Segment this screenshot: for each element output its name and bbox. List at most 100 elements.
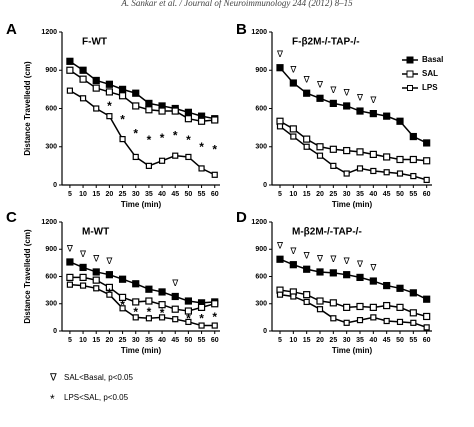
- sig-symbol: *: [199, 140, 204, 154]
- data-point: [172, 152, 179, 159]
- data-point: [79, 273, 87, 282]
- x-tick-label: 35: [145, 191, 153, 198]
- sig-symbol: ∇: [303, 251, 311, 261]
- data-point: [369, 303, 377, 311]
- data-point: [356, 317, 364, 324]
- data-point: [409, 155, 417, 164]
- series-line: [69, 60, 215, 120]
- sig-symbol: ∇: [289, 246, 297, 256]
- sig-symbol: *: [107, 286, 112, 300]
- data-point: [343, 170, 350, 177]
- data-point: [158, 157, 166, 164]
- panel-letter: B: [236, 21, 247, 38]
- sig-symbol: ∇: [303, 75, 311, 85]
- data-point: [329, 299, 337, 307]
- x-tick-label: 50: [396, 337, 404, 344]
- data-point: [356, 273, 364, 282]
- data-point: [105, 283, 114, 291]
- series-line: [279, 125, 427, 181]
- y-tick-label: 0: [53, 328, 57, 335]
- data-point: [79, 66, 87, 74]
- sig-symbol: ∇: [276, 49, 284, 59]
- y-tick-label: 1200: [41, 219, 57, 226]
- data-point: [184, 108, 192, 116]
- data-point: [185, 153, 192, 161]
- panel-letter: D: [236, 209, 247, 226]
- data-point: [423, 295, 431, 303]
- header: A. Sankar et al. / Journal of Neuroimmun…: [120, 0, 353, 8]
- x-tick-label: 60: [423, 191, 431, 198]
- data-point: [118, 92, 127, 100]
- x-axis-label: Time (min): [121, 346, 162, 355]
- data-point: [423, 324, 430, 331]
- data-point: [106, 291, 113, 298]
- data-point: [369, 150, 377, 158]
- data-point: [396, 117, 404, 125]
- data-point: [409, 132, 417, 141]
- legend-marker: [407, 85, 413, 91]
- data-point: [383, 112, 391, 120]
- sig-symbol: ∇: [329, 254, 337, 264]
- data-point: [119, 136, 126, 143]
- x-axis-label: Time (min): [332, 346, 373, 355]
- y-tick-label: 0: [53, 182, 57, 189]
- data-point: [383, 301, 391, 310]
- data-point: [356, 148, 364, 156]
- sig-symbol: ∇: [66, 243, 74, 253]
- x-tick-label: 10: [79, 191, 87, 198]
- sig-symbol: ∇: [316, 253, 324, 263]
- data-point: [66, 66, 74, 74]
- data-point: [329, 145, 337, 153]
- sig-symbol: *: [120, 298, 125, 312]
- data-point: [158, 314, 166, 321]
- series-line: [279, 289, 427, 318]
- legend-label: Basal: [422, 55, 443, 64]
- legend-label: SAL: [422, 69, 438, 78]
- data-point: [79, 263, 87, 272]
- data-point: [132, 314, 139, 321]
- sig-symbol: ∇: [105, 256, 113, 266]
- x-tick-label: 15: [303, 337, 311, 344]
- data-point: [316, 143, 324, 151]
- data-point: [197, 303, 206, 311]
- data-point: [330, 315, 337, 322]
- x-tick-label: 10: [289, 337, 297, 344]
- data-point: [423, 312, 431, 321]
- x-tick-label: 25: [329, 337, 337, 344]
- x-tick-label: 30: [132, 337, 140, 344]
- x-tick-label: 5: [68, 337, 72, 344]
- sig-symbol: ∇: [356, 92, 364, 102]
- data-point: [410, 172, 417, 180]
- y-tick-label: 600: [255, 105, 267, 112]
- data-point: [158, 107, 166, 115]
- data-point: [329, 99, 337, 108]
- panel-title: F-β2M-/-TAP-/-: [292, 37, 360, 48]
- data-point: [185, 318, 192, 326]
- y-tick-label: 300: [45, 301, 57, 308]
- y-tick-label: 1200: [41, 29, 57, 36]
- sig-symbol: ∇: [329, 85, 337, 95]
- data-point: [145, 297, 153, 305]
- sig-symbol: *: [186, 133, 191, 147]
- series-line: [279, 67, 427, 144]
- x-tick-label: 50: [185, 337, 193, 344]
- data-point: [66, 57, 74, 65]
- data-point: [396, 170, 404, 177]
- sig-symbol: *: [160, 306, 165, 320]
- sig-symbol: *: [133, 127, 138, 141]
- data-point: [158, 301, 166, 309]
- data-point: [396, 155, 404, 164]
- note-text: LPS<SAL, p<0.05: [64, 393, 129, 402]
- x-tick-label: 45: [171, 191, 179, 198]
- data-point: [184, 297, 192, 305]
- sig-symbol: ∇: [343, 256, 351, 266]
- data-point: [198, 322, 205, 329]
- x-tick-label: 35: [356, 337, 364, 344]
- data-point: [303, 298, 310, 306]
- x-tick-label: 5: [278, 191, 282, 198]
- series-line: [279, 293, 427, 329]
- data-point: [409, 289, 417, 297]
- x-axis-label: Time (min): [121, 200, 162, 209]
- x-tick-label: 40: [369, 337, 377, 344]
